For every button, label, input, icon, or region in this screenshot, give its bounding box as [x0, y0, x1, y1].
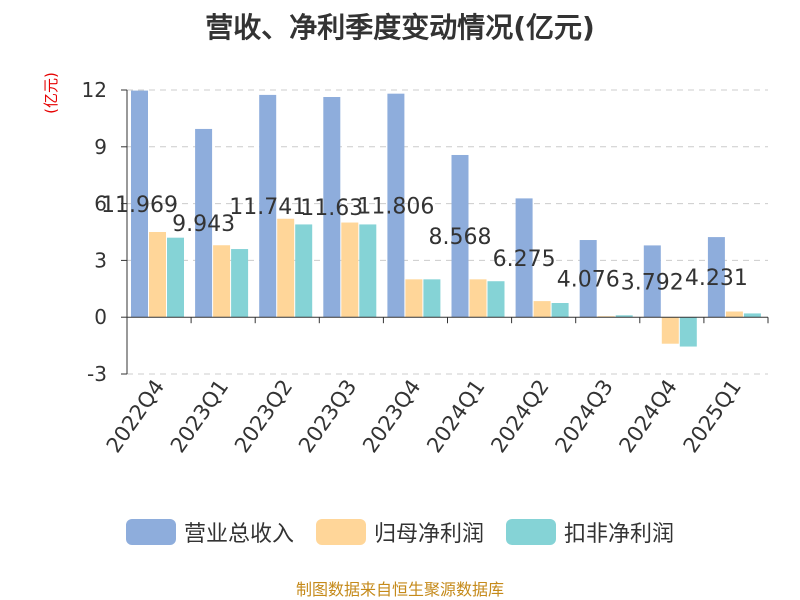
y-tick-label: -3: [87, 362, 107, 386]
bar-revenue: [515, 198, 533, 318]
revenue-data-label: 4.231: [685, 266, 748, 291]
revenue-data-label: 9.943: [172, 212, 235, 237]
bar-net-profit: [405, 279, 423, 318]
revenue-data-label: 11.63: [300, 196, 363, 221]
bar-deducted-net-profit: [359, 224, 377, 318]
bar-revenue: [579, 240, 597, 318]
bar-net-profit: [725, 311, 743, 318]
revenue-data-label: 6.275: [493, 247, 556, 272]
x-tick-label: 2025Q1: [679, 375, 746, 457]
legend-item-net-profit[interactable]: 归母净利润: [315, 516, 484, 548]
data-source-note: 制图数据来自恒生聚源数据库: [295, 580, 504, 599]
revenue-data-label: 11.806: [357, 194, 434, 219]
y-tick-label: 3: [94, 248, 107, 272]
x-tick-label: 2024Q2: [486, 375, 553, 457]
y-tick-label: 6: [94, 192, 107, 216]
bar-revenue: [451, 154, 469, 318]
x-tick-label: 2023Q4: [358, 375, 425, 457]
bar-revenue: [323, 97, 341, 318]
revenue-data-label: 4.076: [557, 268, 620, 293]
bar-deducted-net-profit: [295, 224, 313, 318]
bar-net-profit: [149, 232, 166, 318]
x-tick-label: 2024Q3: [550, 375, 617, 457]
x-tick-label: 2022Q4: [102, 375, 169, 457]
bar-deducted-net-profit: [487, 281, 505, 318]
bar-deducted-net-profit: [615, 315, 633, 318]
bar-deducted-net-profit: [231, 249, 249, 318]
legend-swatch-deducted-net-profit: [506, 519, 556, 545]
legend-swatch-net-profit: [315, 519, 366, 545]
x-tick-label: 2023Q3: [294, 375, 361, 457]
bar-net-profit: [469, 279, 487, 318]
legend-label-revenue: 营业总收入: [183, 522, 294, 547]
x-tick-label: 2024Q1: [422, 375, 489, 457]
bar-net-profit: [341, 222, 359, 318]
chart-title: 营收、净利季度变动情况(亿元): [205, 11, 595, 44]
y-tick-label: 0: [94, 305, 107, 329]
legend: 营业总收入 归母净利润 扣非净利润: [0, 516, 800, 548]
bar-net-profit: [213, 245, 231, 318]
x-tick-label: 2024Q4: [614, 375, 681, 457]
bar-revenue: [195, 128, 213, 318]
y-tick-label: 12: [82, 78, 107, 102]
revenue-data-label: 8.568: [429, 225, 492, 250]
bar-revenue: [643, 245, 661, 318]
revenue-data-label: 11.969: [101, 193, 178, 218]
legend-item-deducted-net-profit[interactable]: 扣非净利润: [506, 516, 674, 548]
bar-net-profit: [661, 317, 679, 344]
bar-deducted-net-profit: [743, 313, 761, 318]
bar-deducted-net-profit: [551, 303, 569, 318]
bar-deducted-net-profit: [423, 279, 441, 318]
legend-swatch-revenue: [125, 519, 176, 545]
bar-revenue: [131, 90, 148, 318]
bar-deducted-net-profit: [167, 237, 184, 318]
legend-label-deducted-net-profit: 扣非净利润: [564, 522, 675, 547]
bar-revenue: [707, 237, 725, 318]
x-tick-label: 2023Q1: [166, 375, 233, 457]
bar-revenue: [259, 94, 277, 318]
bar-deducted-net-profit: [679, 317, 697, 347]
revenue-data-label: 11.741: [229, 195, 306, 220]
bar-net-profit: [533, 301, 551, 318]
legend-label-net-profit: 归母净利润: [373, 522, 484, 547]
bar-revenue: [387, 93, 405, 318]
bar-net-profit: [277, 218, 295, 318]
revenue-data-label: 3.792: [621, 270, 684, 295]
y-tick-label: 9: [94, 135, 107, 159]
x-tick-label: 2023Q2: [230, 375, 297, 457]
legend-item-revenue[interactable]: 营业总收入: [125, 516, 294, 548]
